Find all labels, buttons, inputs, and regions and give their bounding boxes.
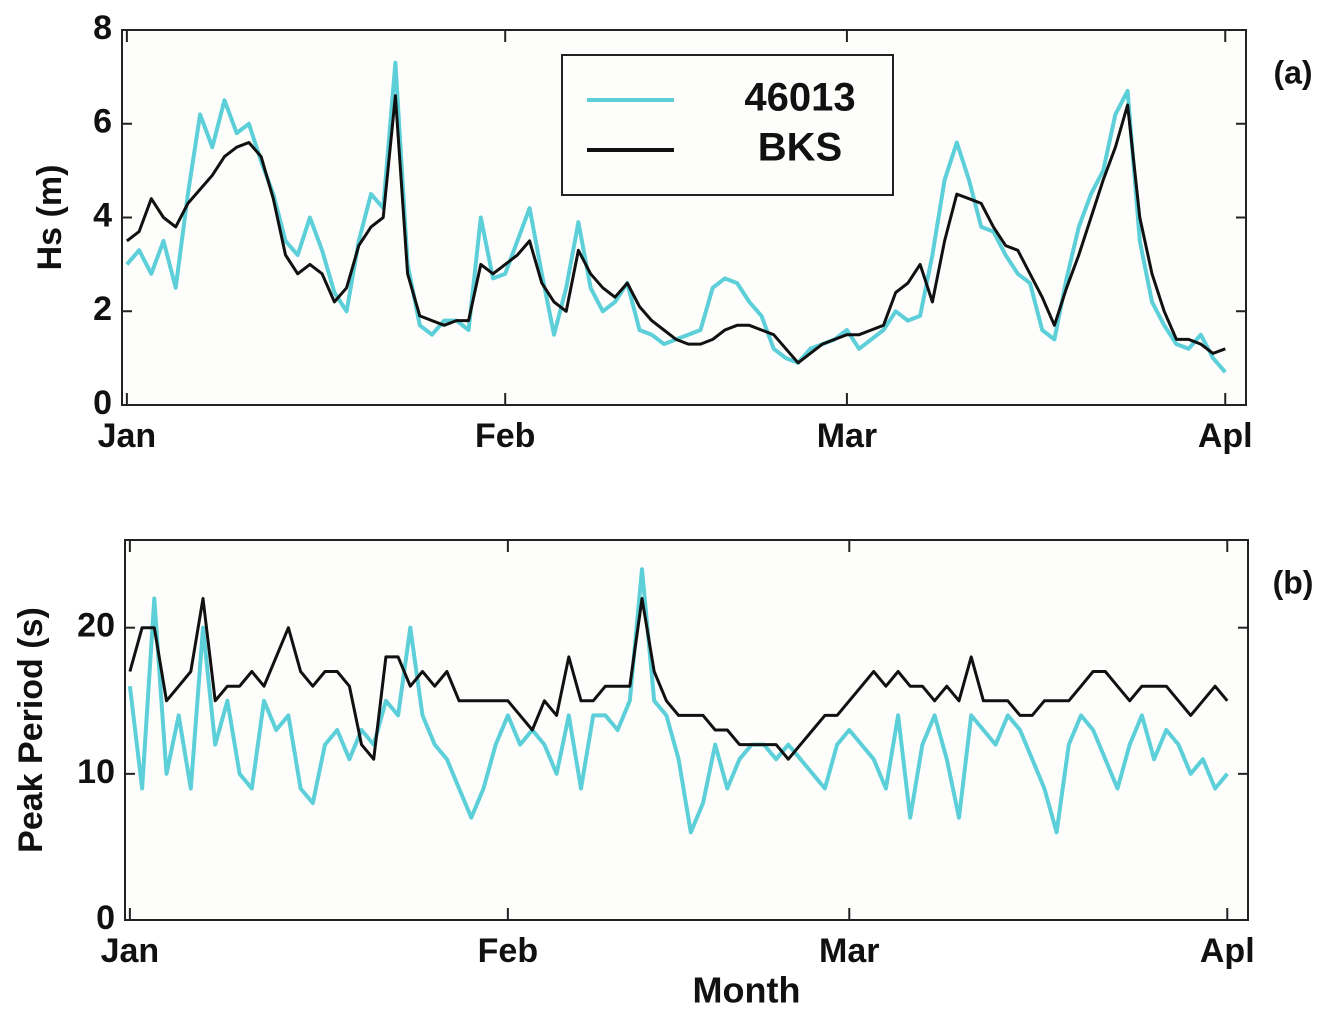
legend-label: 46013 [744, 76, 855, 120]
y-tick-label: 10 [77, 753, 115, 791]
plot-frame [124, 539, 1249, 921]
y-tick-label: 6 [93, 103, 112, 141]
y-tick-label: 0 [93, 384, 112, 422]
legend-label: BKS [758, 126, 842, 170]
x-tick-label: Jan [101, 932, 160, 970]
panel-label: (a) [1273, 54, 1312, 90]
x-tick-label: Mar [817, 417, 877, 455]
y-tick-label: 2 [93, 290, 112, 328]
x-tick-label: Apl [1198, 417, 1253, 455]
y-tick-label: 0 [96, 899, 115, 937]
legend-box [561, 54, 894, 196]
series-line [127, 567, 1229, 835]
x-axis-label: Month [693, 970, 801, 1009]
x-tick-label: Jan [98, 417, 157, 455]
series-line [125, 94, 1226, 365]
x-tick-label: Feb [478, 932, 538, 970]
y-tick-label: 4 [93, 196, 112, 234]
y-tick-label: 20 [77, 607, 115, 645]
x-tick-label: Mar [819, 932, 879, 970]
panel-label: (b) [1273, 564, 1314, 600]
series-line [128, 597, 1229, 761]
y-tick-label: 8 [93, 9, 112, 47]
x-tick-label: Feb [475, 417, 535, 455]
y-axis-label: Peak Period (s) [12, 607, 50, 853]
y-axis-label: Hs (m) [31, 165, 69, 271]
x-tick-label: Apl [1200, 932, 1255, 970]
